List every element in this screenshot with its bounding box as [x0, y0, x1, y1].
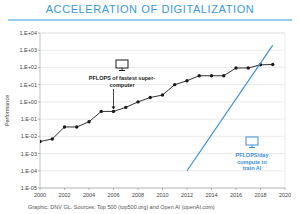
footer: Graphic: DNV GL. Sources: Top 500 (top50… [28, 204, 215, 210]
x-tick-label: 2018 [254, 192, 266, 198]
series-marker [87, 120, 90, 123]
x-tick-label: 2010 [156, 192, 168, 198]
x-axis [40, 188, 285, 189]
x-tick-label: 2002 [58, 192, 70, 198]
y-axis [40, 33, 41, 188]
series-marker [124, 106, 127, 109]
series-marker [185, 79, 188, 82]
series-marker [198, 74, 201, 77]
y-tick-label: 1.E+01 [19, 82, 37, 88]
title-rule [8, 20, 292, 21]
annotation: PFLOPS of fastest super- [89, 75, 155, 81]
y-tick-label: 1.E-02 [21, 133, 37, 139]
grid-line [40, 119, 285, 120]
annotation: train AI [243, 165, 262, 171]
y-tick-label: 1.E-01 [21, 116, 37, 122]
plot-frame [40, 33, 285, 34]
annotation: compute to [237, 159, 267, 165]
series-marker [173, 83, 176, 86]
annotation: PFLOPS/day [235, 152, 269, 158]
series-marker [234, 66, 237, 69]
x-tick-label: 2016 [230, 192, 242, 198]
y-axis-label: Performance [4, 95, 10, 127]
icon-base [249, 147, 255, 148]
icon-base [119, 70, 125, 71]
series-marker [40, 140, 42, 143]
x-tick-label: 2012 [181, 192, 193, 198]
x-tick-label: 2004 [83, 192, 95, 198]
y-tick-label: 1.E+02 [19, 64, 37, 70]
y-tick-label: 1.E-04 [21, 168, 37, 174]
annotation-arrowhead [112, 106, 116, 109]
x-tick-label: 2020 [279, 192, 291, 198]
grid-line [40, 50, 285, 51]
title: ACCELERATION OF DIGITALIZATION [46, 3, 255, 15]
plot-area [40, 45, 274, 171]
series-marker [100, 110, 103, 113]
y-tick-label: 1.E+00 [19, 99, 37, 105]
annotation: computer [109, 82, 135, 88]
series-marker [136, 100, 139, 103]
series-marker [75, 125, 78, 128]
x-tick-label: 2000 [34, 192, 46, 198]
grid-line [40, 84, 285, 85]
series-marker [112, 110, 115, 113]
series-marker [210, 74, 213, 77]
series-marker [161, 93, 164, 96]
grid-line [40, 33, 285, 34]
series-marker [149, 96, 152, 99]
series-line [40, 65, 273, 142]
series-marker [51, 137, 54, 140]
x-tick-label: 2008 [132, 192, 144, 198]
y-tick-label: 1.E-03 [21, 151, 37, 157]
monitor-icon [246, 137, 258, 148]
annotation-arrow [113, 89, 114, 107]
monitor-icon [116, 60, 128, 71]
y-tick-label: 1.E+04 [19, 30, 37, 36]
series-marker [222, 74, 225, 77]
x-tick-label: 2006 [107, 192, 119, 198]
y-tick-label: 1.E-05 [21, 185, 37, 191]
series-marker [247, 66, 250, 69]
x-tick-label: 2014 [205, 192, 217, 198]
y-tick-label: 1.E+03 [19, 47, 37, 53]
grid-line [40, 101, 285, 102]
series-marker [63, 125, 66, 128]
series-marker [271, 63, 274, 66]
icon-screen [116, 60, 128, 68]
series-line [187, 45, 273, 171]
plot-frame [285, 33, 286, 188]
icon-screen [246, 137, 258, 145]
